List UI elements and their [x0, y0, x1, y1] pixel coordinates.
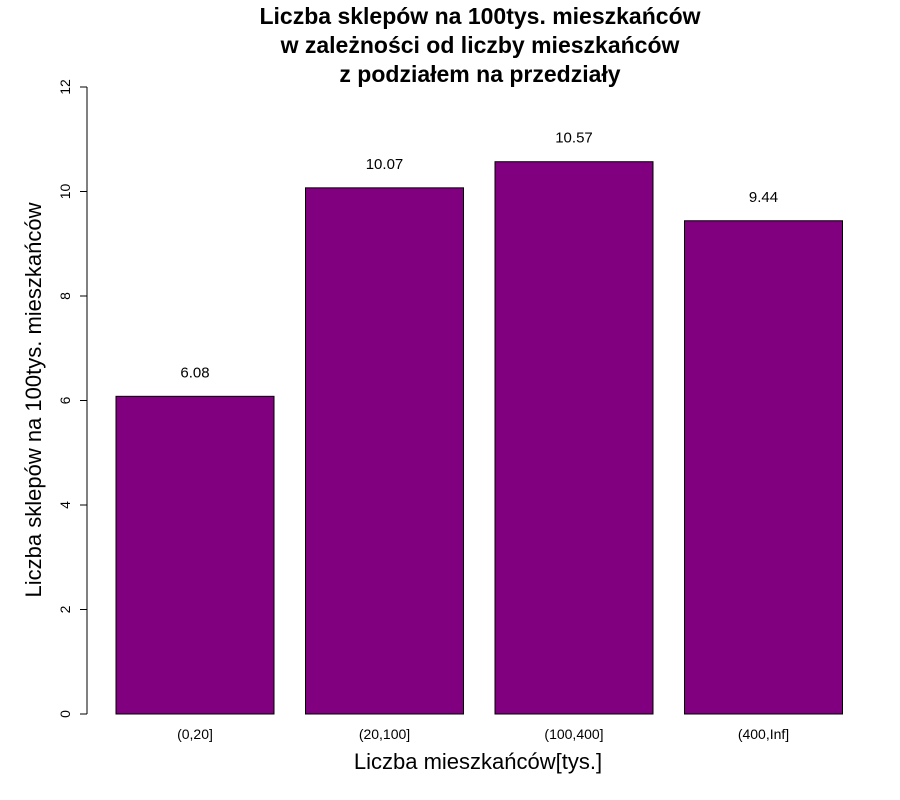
y-tick-label: 12	[57, 79, 73, 95]
bar-value-label: 6.08	[180, 364, 209, 381]
bar	[684, 220, 843, 715]
chart-title-line-3: z podziałem na przedziały	[339, 61, 620, 87]
bar-value-label: 10.57	[555, 130, 593, 147]
y-tick-label: 0	[57, 710, 73, 718]
y-tick-label: 8	[57, 292, 73, 300]
y-tick-label: 4	[57, 501, 73, 509]
x-tick-label: (400,Inf]	[738, 726, 789, 742]
bar-value-label: 9.44	[749, 189, 778, 206]
y-tick-label: 2	[57, 605, 73, 613]
bars-group	[115, 161, 843, 715]
value-labels-group: 6.08 10.07 10.57 9.44	[180, 130, 778, 382]
x-tick-labels-group: (0,20] (20,100] (100,400] (400,Inf]	[177, 726, 789, 742]
chart-title-line-2: w zależności od liczby mieszkańców	[280, 32, 680, 58]
x-tick-label: (0,20]	[177, 726, 213, 742]
x-axis-title: Liczba mieszkańców[tys.]	[354, 749, 602, 774]
x-tick-label: (100,400]	[544, 726, 603, 742]
y-tick-label: 10	[57, 184, 73, 200]
bar	[115, 395, 275, 715]
chart-title-line-1: Liczba sklepów na 100tys. mieszkańców	[259, 3, 700, 29]
x-tick-label: (20,100]	[359, 726, 410, 742]
bar	[494, 161, 654, 715]
chart-title: Liczba sklepów na 100tys. mieszkańców w …	[259, 3, 700, 87]
y-axis-title: Liczba sklepów na 100tys. mieszkańców	[21, 202, 46, 597]
y-tick-label: 6	[57, 396, 73, 404]
bar-value-label: 10.07	[366, 156, 404, 173]
y-axis: 0 2 4 6 8 10 12	[57, 79, 88, 718]
bar	[305, 187, 464, 715]
